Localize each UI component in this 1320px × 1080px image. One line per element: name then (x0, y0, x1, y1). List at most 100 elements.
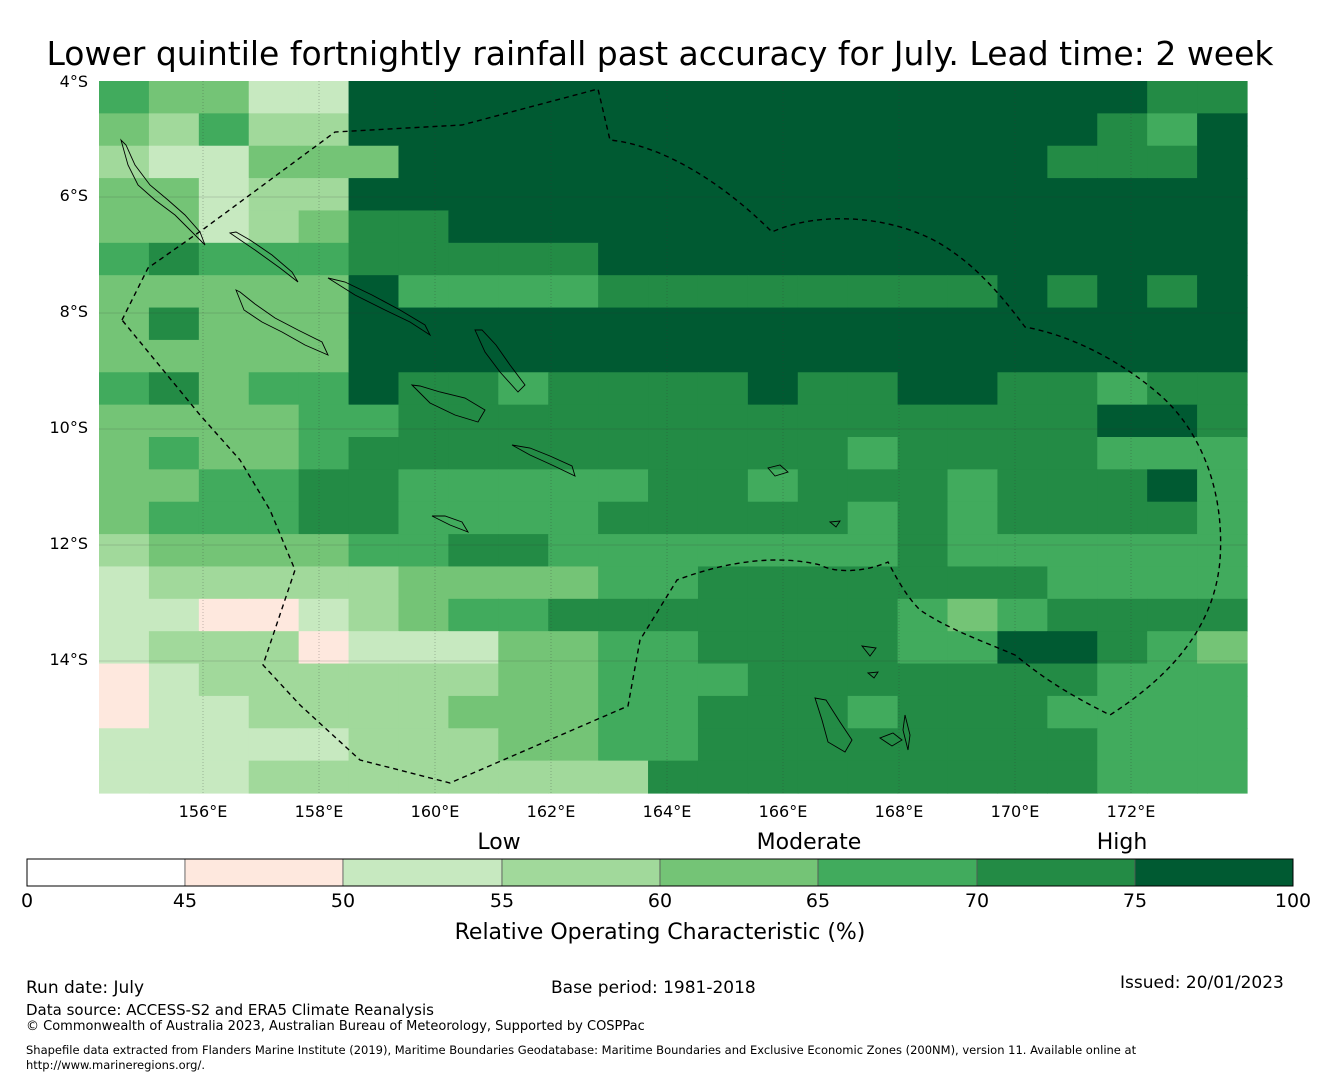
grid-cell (198, 275, 250, 309)
grid-cell (248, 113, 300, 147)
grid-cell (598, 210, 649, 244)
issued-date: Issued: 20/01/2023 (1120, 973, 1284, 993)
grid-cell (747, 210, 799, 244)
grid-cell (648, 145, 699, 179)
marineregions-url: http://www.marineregions.org/. (26, 1058, 205, 1072)
grid-cell (398, 81, 449, 114)
grid-cell (248, 598, 300, 632)
grid-cell (1097, 113, 1148, 147)
grid-cell (1047, 469, 1098, 503)
grid-cell (248, 760, 300, 794)
grid-cell (797, 307, 849, 341)
grid-cell (598, 501, 649, 535)
grid-cell (548, 437, 599, 470)
grid-cell (198, 81, 250, 114)
grid-cell (148, 210, 200, 244)
grid-cell (548, 598, 599, 632)
grid-cell (747, 113, 799, 147)
grid-cell (797, 81, 849, 114)
grid-cell (797, 210, 849, 244)
grid-cell (1097, 275, 1148, 309)
grid-cell (997, 242, 1048, 276)
grid-cell (947, 598, 999, 632)
grid-cell (797, 178, 849, 212)
grid-cell (697, 339, 749, 373)
grid-cell (997, 210, 1048, 244)
grid-cell (747, 178, 799, 212)
island-coastlines (120, 138, 911, 753)
grid-cell (498, 598, 549, 632)
rennell-island (431, 515, 470, 533)
grid-cell (847, 534, 899, 568)
grid-cell (947, 695, 999, 729)
grid-cell (248, 81, 300, 114)
grid-cell (598, 566, 649, 600)
grid-cell (1047, 663, 1098, 697)
grid-cell (1147, 275, 1198, 309)
grid-cell (747, 663, 799, 697)
colorbar-frame (26, 858, 1294, 887)
grid-cell (148, 566, 200, 600)
grid-cell (947, 469, 999, 503)
grid-cell (498, 210, 549, 244)
grid-cell (1047, 113, 1098, 147)
grid-cell (747, 404, 799, 438)
grid-cell (1047, 566, 1098, 600)
rainfall-accuracy-grid (99, 81, 1248, 794)
grid-cell (198, 728, 250, 762)
grid-cell (398, 534, 449, 568)
grid-cell (847, 404, 899, 438)
grid-cell (348, 339, 400, 373)
grid-cell (747, 695, 799, 729)
grid-cell (548, 113, 599, 147)
grid-cell (548, 145, 599, 179)
grid-cell (248, 178, 300, 212)
grid-cell (947, 210, 999, 244)
grid-cell (648, 178, 699, 212)
grid-cell (697, 501, 749, 535)
grid-cell (997, 501, 1048, 535)
guadalcanal-island (410, 384, 486, 423)
grid-cell (398, 631, 449, 665)
grid-cell (548, 728, 599, 762)
grid-cell (947, 404, 999, 438)
colorbar-tick-100: 100 (1274, 890, 1312, 912)
banks-islands (860, 645, 877, 657)
grid-cell (997, 631, 1048, 665)
grid-cell (99, 501, 150, 535)
grid-cell (99, 210, 150, 244)
grid-cell (398, 178, 449, 212)
grid-cell (648, 695, 699, 729)
grid-cell (947, 501, 999, 535)
grid-cell (1197, 598, 1248, 632)
grid-cell (847, 760, 899, 794)
grid-cell (348, 210, 400, 244)
colorbar-tick-45: 45 (172, 890, 198, 912)
grid-cell (498, 501, 549, 535)
grid-cell (847, 113, 899, 147)
grid-cell (1197, 178, 1248, 212)
grid-cell (148, 437, 200, 470)
grid-cell (398, 663, 449, 697)
grid-cell (398, 437, 449, 470)
grid-cell (1047, 81, 1098, 114)
grid-cell (747, 242, 799, 276)
grid-cell (997, 663, 1048, 697)
category-high: High (1096, 830, 1148, 855)
grid-cell (448, 275, 499, 309)
lat-label-10s: 10°S (49, 418, 88, 437)
grid-cell (298, 339, 350, 373)
grid-cell (1047, 210, 1098, 244)
grid-cell (1097, 339, 1148, 373)
grid-cell (648, 210, 699, 244)
grid-cell (498, 275, 549, 309)
grid-cell (697, 437, 749, 470)
grid-cell (1147, 663, 1198, 697)
grid-cell (947, 339, 999, 373)
grid-cell (797, 242, 849, 276)
grid-cell (697, 469, 749, 503)
grid-cell (198, 145, 250, 179)
grid-cell (1147, 501, 1198, 535)
grid-cell (548, 178, 599, 212)
